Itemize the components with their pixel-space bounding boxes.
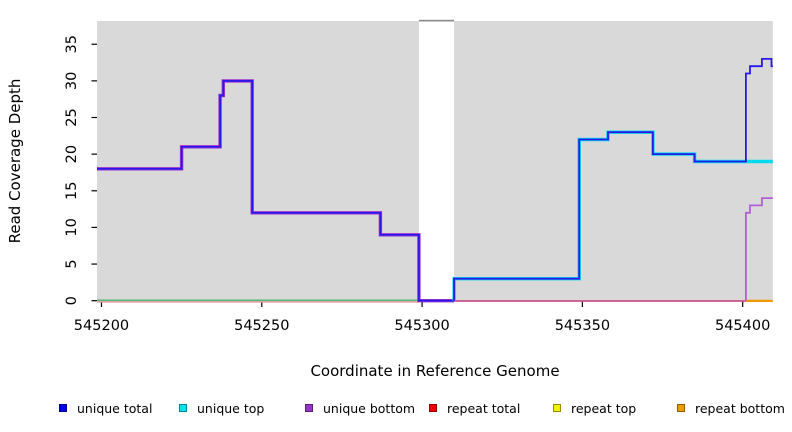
masked-region-cap bbox=[418, 19, 455, 22]
legend-label-unique-top: unique top bbox=[197, 401, 265, 416]
y-tick-label: 0 bbox=[64, 296, 80, 305]
plot-background-left bbox=[97, 21, 419, 302]
y-tick-label: 5 bbox=[64, 259, 80, 268]
x-tick-label: 545200 bbox=[74, 318, 129, 334]
x-axis-title: Coordinate in Reference Genome bbox=[310, 362, 560, 380]
y-tick-label: 25 bbox=[64, 108, 80, 126]
legend-label-unique-bottom: unique bottom bbox=[323, 401, 416, 416]
legend-label-repeat-total: repeat total bbox=[447, 401, 521, 416]
legend-swatch-repeat-bottom-icon bbox=[677, 404, 685, 412]
y-tick-label: 20 bbox=[64, 145, 80, 163]
y-axis-title: Read Coverage Depth bbox=[6, 78, 24, 244]
x-tick-label: 545400 bbox=[715, 318, 770, 334]
series-line-unique-total-right bbox=[453, 58, 773, 301]
legend-swatch-repeat-total-icon bbox=[429, 404, 437, 412]
series-line-unique-total-left bbox=[97, 80, 455, 302]
x-tick-label: 545350 bbox=[555, 318, 610, 334]
legend-label-repeat-top: repeat top bbox=[571, 401, 637, 416]
y-tick-label: 10 bbox=[64, 218, 80, 236]
legend-swatch-unique-bottom-icon bbox=[305, 404, 313, 412]
legend-label-unique-total: unique total bbox=[77, 401, 153, 416]
legend-swatch-unique-top-icon bbox=[179, 404, 187, 412]
legend-label-repeat-bottom: repeat bottom bbox=[695, 401, 785, 416]
series-line-unique-bottom-right bbox=[745, 197, 773, 301]
x-tick-label: 545300 bbox=[394, 318, 449, 334]
y-tick-label: 15 bbox=[64, 182, 80, 200]
legend-swatch-unique-total-icon bbox=[59, 404, 67, 412]
y-tick-label: 30 bbox=[64, 72, 80, 90]
legend-swatch-repeat-top-icon bbox=[553, 404, 561, 412]
y-tick-label: 35 bbox=[64, 35, 80, 53]
x-tick-label: 545250 bbox=[234, 318, 289, 334]
